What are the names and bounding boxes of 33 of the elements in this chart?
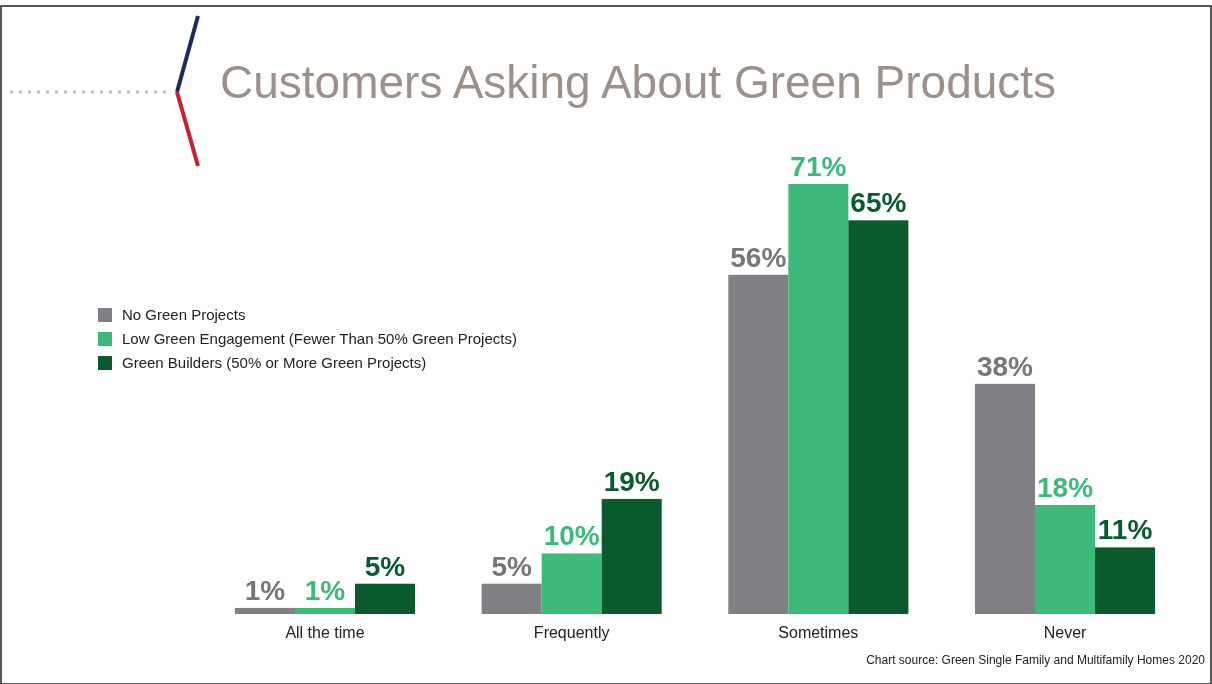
bar <box>1095 547 1156 614</box>
legend-label: Low Green Engagement (Fewer Than 50% Green Projects) <box>122 330 517 347</box>
data-label: 71% <box>790 151 847 182</box>
legend-label: No Green Projects <box>122 306 246 323</box>
bar <box>974 383 1036 614</box>
bar <box>1035 504 1096 614</box>
bar <box>354 583 416 614</box>
data-label: 1% <box>244 574 286 606</box>
bar <box>541 553 602 614</box>
x-tick-label: All the time <box>285 624 365 641</box>
data-label: 5% <box>364 550 406 582</box>
bar <box>234 607 295 614</box>
x-tick-label: Never <box>1043 624 1088 641</box>
data-label: 18% <box>1037 471 1094 503</box>
data-label: 19% <box>603 465 660 497</box>
data-label: 1% <box>304 574 346 606</box>
bar <box>294 607 355 614</box>
x-tick-label: Frequently <box>533 624 610 641</box>
x-tick-label: Sometimes <box>778 624 859 641</box>
data-label: 56% <box>730 241 787 273</box>
data-label: 38% <box>976 350 1034 382</box>
bar <box>601 498 662 614</box>
data-label: 10% <box>543 520 600 552</box>
legend-label: Green Builders (50% or More Green Projects) <box>122 354 427 371</box>
chart-title: Customers Asking About Green Products <box>220 56 1057 108</box>
text: Chart source: Green Single Family and Multifamily Homes 2020 <box>866 653 1206 667</box>
data-label: 5% <box>491 550 532 582</box>
data-label: 11% <box>1097 514 1153 546</box>
bar <box>788 184 849 614</box>
data-label: 65% <box>850 187 907 219</box>
bar <box>848 220 909 614</box>
bar <box>481 583 542 614</box>
bar <box>728 274 789 614</box>
